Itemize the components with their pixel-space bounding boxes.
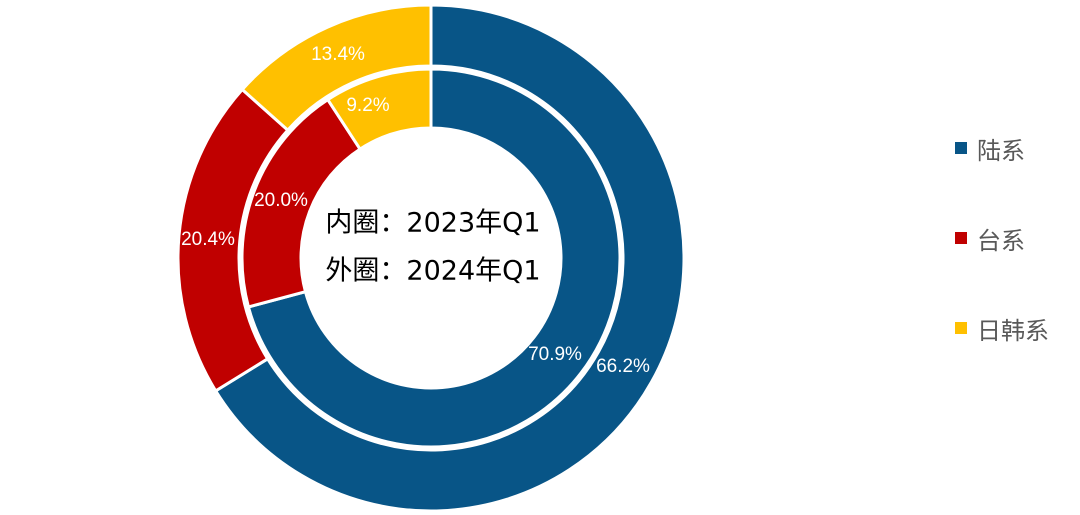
center-text: 内圈：2023年Q1 [325,208,540,239]
legend-swatch [955,322,967,334]
outer-slice-0 [213,3,686,513]
legend-item-japan-korea: 日韩系 [955,313,1049,345]
legend-label: 台系 [977,226,1025,255]
legend-label: 日韩系 [977,316,1049,345]
outer-data-label: 66.2% [596,356,650,377]
center-text: 外圈：2024年Q1 [325,256,540,287]
outer-data-label: 13.4% [311,44,365,65]
legend-item-mainland: 陆系 [955,133,1049,165]
inner-data-label: 70.9% [528,344,582,365]
inner-slice-2 [325,67,433,152]
outer-slice-2 [240,3,433,133]
inner-slice-0 [246,67,622,449]
outer-data-label: 20.4% [181,229,235,250]
inner-data-label: 20.0% [254,190,308,211]
legend-swatch [955,142,967,154]
legend-label: 陆系 [977,136,1025,165]
legend-swatch [955,232,967,244]
inner-data-label: 9.2% [346,95,389,116]
legend-item-taiwan: 台系 [955,223,1049,255]
legend: 陆系 台系 日韩系 [955,133,1049,403]
